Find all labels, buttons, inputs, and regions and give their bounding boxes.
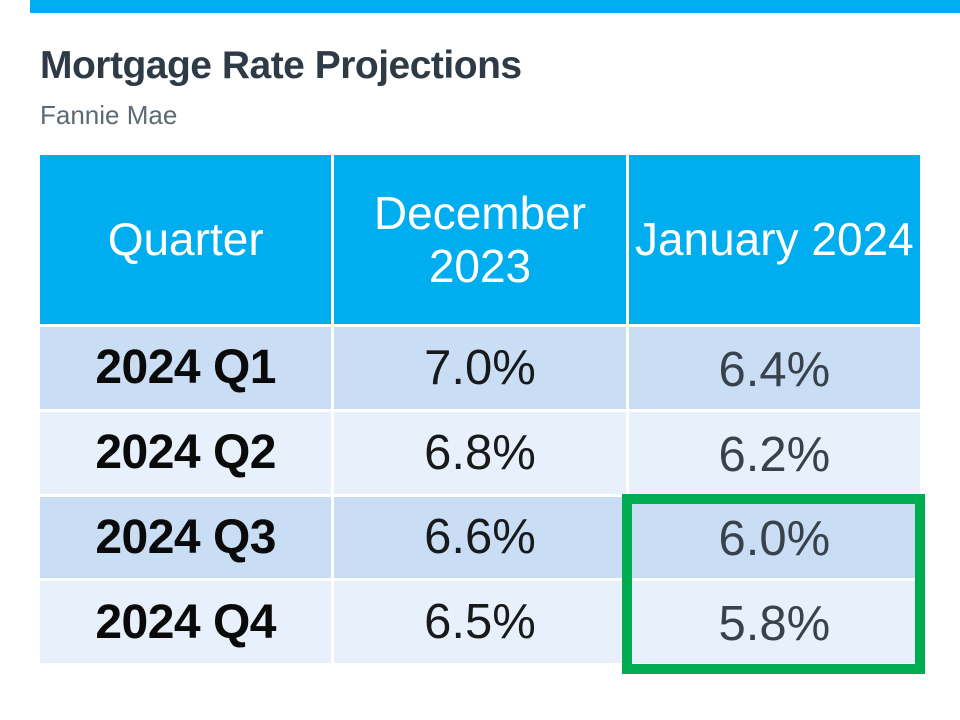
cell-jan2024-2024q2: 6.2% [628, 411, 920, 494]
cell-quarter-2024q2: 2024 Q2 [40, 411, 332, 494]
cell-jan2024-2024q1: 6.4% [628, 327, 920, 409]
cell-dec2023-2024q3: 6.6% [334, 496, 626, 579]
column-header-quarter: Quarter [40, 155, 332, 324]
cell-jan2024-2024q3: 6.0% [628, 496, 920, 579]
accent-bar [30, 0, 960, 13]
cell-quarter-2024q4: 2024 Q4 [40, 581, 332, 663]
page-title: Mortgage Rate Projections [40, 44, 522, 87]
cell-dec2023-2024q2: 6.8% [334, 411, 626, 494]
cell-jan2024-2024q4: 5.8% [628, 581, 920, 663]
column-header-january-2024: January 2024 [628, 155, 920, 324]
table-grid: Quarter December 2023 January 2024 2024 … [40, 155, 920, 663]
cell-dec2023-2024q1: 7.0% [334, 327, 626, 409]
cell-quarter-2024q1: 2024 Q1 [40, 327, 332, 409]
projections-table: Quarter December 2023 January 2024 2024 … [40, 155, 920, 663]
cell-quarter-2024q3: 2024 Q3 [40, 496, 332, 579]
cell-dec2023-2024q4: 6.5% [334, 581, 626, 663]
source-subtitle: Fannie Mae [40, 100, 178, 130]
column-header-december-2023: December 2023 [334, 155, 626, 324]
